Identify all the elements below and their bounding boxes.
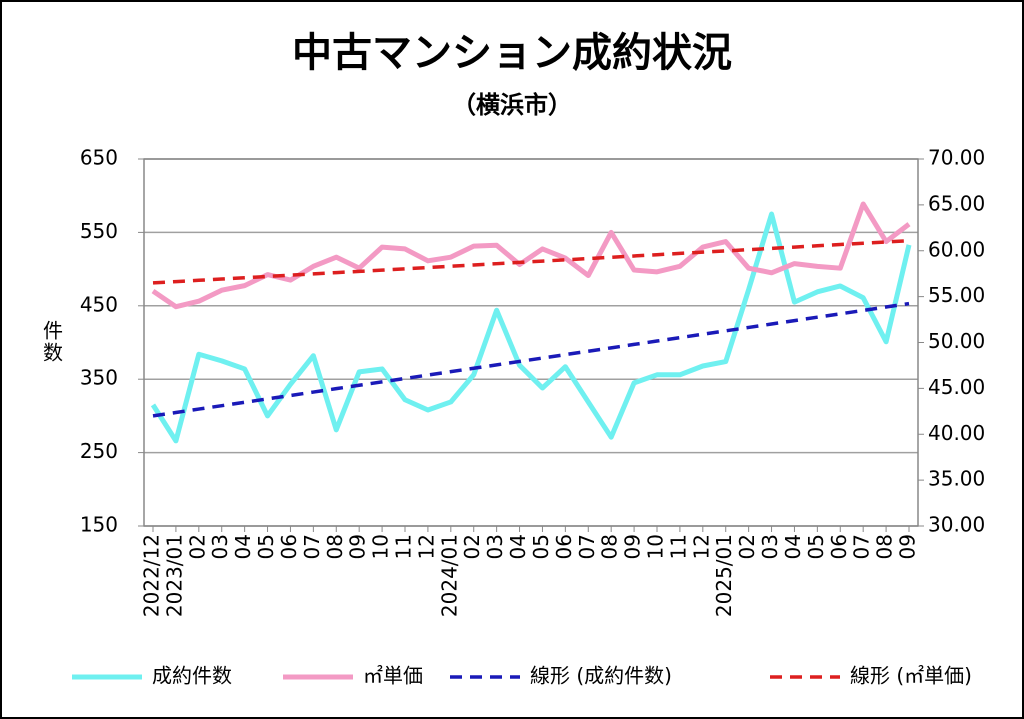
x-tick-label: 10 bbox=[369, 534, 393, 559]
series-line bbox=[152, 238, 910, 285]
y2-tick-label: 70.00 bbox=[928, 146, 985, 170]
x-tick-label: 03 bbox=[208, 534, 232, 559]
y-tick-label: 350 bbox=[80, 366, 118, 390]
y2-tick-label: 30.00 bbox=[928, 513, 985, 537]
x-tick-label: 11 bbox=[392, 534, 416, 559]
legend-label: 成約件数 bbox=[152, 664, 232, 688]
y-tick-label: 450 bbox=[80, 292, 118, 316]
legend-label: 線形 (㎡単価) bbox=[850, 664, 972, 688]
x-tick-label: 05 bbox=[804, 534, 828, 559]
x-tick-label: 07 bbox=[850, 534, 874, 559]
y-tick-label: 550 bbox=[80, 219, 118, 243]
y2-tick-label: 50.00 bbox=[928, 329, 985, 353]
x-tick-label: 09 bbox=[346, 534, 370, 559]
x-tick-label: 02 bbox=[185, 534, 209, 559]
plot-border bbox=[143, 158, 919, 527]
y2-tick-label: 65.00 bbox=[928, 191, 985, 215]
y-tick-label: 150 bbox=[80, 513, 118, 537]
x-tick-label: 09 bbox=[896, 534, 920, 559]
x-tick-label: 08 bbox=[598, 534, 622, 559]
x-tick-label: 12 bbox=[414, 534, 438, 559]
chart-title: 中古マンション成約状況 bbox=[292, 30, 732, 76]
x-tick-label: 02 bbox=[460, 534, 484, 559]
y2-tick-label: 35.00 bbox=[928, 467, 985, 491]
x-tick-label: 05 bbox=[254, 534, 278, 559]
x-tick-label: 2023/01 bbox=[162, 534, 186, 617]
y2-tick-label: 55.00 bbox=[928, 283, 985, 307]
y2-tick-label: 40.00 bbox=[928, 421, 985, 445]
series-line bbox=[150, 211, 912, 444]
series-line bbox=[152, 301, 910, 418]
x-tick-label: 06 bbox=[552, 534, 576, 559]
x-tick-label: 04 bbox=[781, 534, 805, 559]
x-tick-label: 08 bbox=[323, 534, 347, 559]
x-tick-label: 07 bbox=[575, 534, 599, 559]
y2-tick-label: 45.00 bbox=[928, 375, 985, 399]
x-tick-label: 07 bbox=[300, 534, 324, 559]
x-tick-label: 03 bbox=[483, 534, 507, 559]
x-tick-label: 2022/12 bbox=[140, 534, 164, 617]
x-tick-label: 03 bbox=[758, 534, 782, 559]
x-tick-label: 2025/01 bbox=[712, 534, 736, 617]
x-tick-label: 06 bbox=[827, 534, 851, 559]
x-tick-label: 06 bbox=[277, 534, 301, 559]
legend-label: 線形 (成約件数) bbox=[530, 664, 672, 688]
x-tick-label: 10 bbox=[644, 534, 668, 559]
x-tick-label: 12 bbox=[689, 534, 713, 559]
legend-label: ㎡単価 bbox=[363, 664, 423, 688]
y2-tick-label: 60.00 bbox=[928, 237, 985, 261]
x-tick-label: 04 bbox=[506, 534, 530, 559]
x-tick-label: 2024/01 bbox=[437, 534, 461, 617]
y-tick-label: 250 bbox=[80, 439, 118, 463]
x-tick-label: 04 bbox=[231, 534, 255, 559]
chart-subtitle: （横浜市） bbox=[452, 91, 572, 119]
x-tick-label: 11 bbox=[666, 534, 690, 559]
x-tick-label: 09 bbox=[621, 534, 645, 559]
x-tick-label: 02 bbox=[735, 534, 759, 559]
y-axis-label: 件数 bbox=[40, 320, 64, 364]
x-tick-label: 08 bbox=[873, 534, 897, 559]
y-tick-label: 650 bbox=[80, 146, 118, 170]
x-tick-label: 05 bbox=[529, 534, 553, 559]
